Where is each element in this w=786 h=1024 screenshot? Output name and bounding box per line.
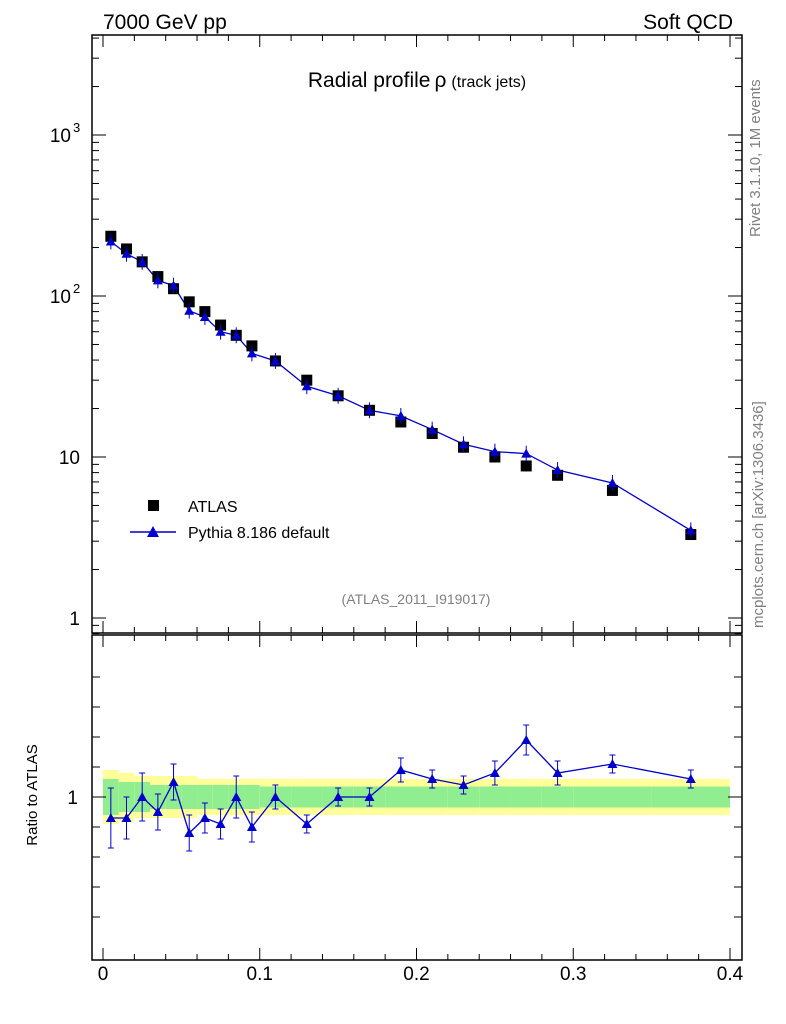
y-tick-exponent: 2 xyxy=(73,281,80,296)
ratio-band-inner xyxy=(244,785,260,809)
ratio-band-inner xyxy=(291,786,323,808)
analysis-tag: (ATLAS_2011_I919017) xyxy=(342,591,491,607)
ratio-band-inner xyxy=(651,786,730,808)
pythia-data-point xyxy=(427,424,438,434)
pythia-data-point xyxy=(168,280,179,290)
atlas-data-point xyxy=(520,460,532,472)
ratio-data-point xyxy=(427,774,438,783)
rivet-version-label: Rivet 3.1.10, 1M events xyxy=(747,79,764,237)
ratio-band-inner xyxy=(181,785,198,809)
ratio-data-point xyxy=(137,792,148,801)
ratio-band-inner xyxy=(510,786,542,808)
ratio-pythia-line xyxy=(110,739,691,835)
ratio-data-point xyxy=(121,813,132,822)
ratio-data-point xyxy=(395,765,406,774)
ratio-band-inner xyxy=(447,786,480,808)
ratio-data-point xyxy=(105,813,116,822)
legend: ATLAS Pythia 8.186 default xyxy=(130,499,330,542)
pythia-data-point xyxy=(607,477,618,487)
legend-atlas-marker xyxy=(148,500,159,511)
y-tick-label: 1 xyxy=(69,609,80,630)
pythia-data-point xyxy=(489,446,500,456)
ratio-band-inner xyxy=(197,785,213,809)
pythia-data-point xyxy=(521,448,532,458)
pythia-data-point xyxy=(685,525,696,535)
y-tick-label: 10 xyxy=(50,287,71,308)
x-tick-label: 0.4 xyxy=(717,964,744,985)
ratio-data-point xyxy=(215,819,226,828)
atlas-data-point xyxy=(183,296,195,308)
pythia-data-point xyxy=(215,326,226,336)
x-tick-label: 0.1 xyxy=(247,964,273,985)
header-category-label: Soft QCD xyxy=(643,11,733,34)
pythia-data-point xyxy=(246,348,257,358)
pythia-data-point xyxy=(333,390,344,400)
main-panel-frame xyxy=(91,34,743,634)
x-tick-label: 0.3 xyxy=(560,964,586,985)
ratio-uncertainty-bands xyxy=(103,770,730,824)
pythia-data-point xyxy=(199,312,210,322)
y-tick-exponent: 3 xyxy=(73,120,80,135)
ratio-band-inner xyxy=(416,786,448,808)
main-data-marks xyxy=(105,230,697,541)
pythia-data-point xyxy=(184,305,195,315)
ratio-data-point xyxy=(270,792,281,801)
ratio-data-point xyxy=(458,780,469,789)
legend-atlas-label: ATLAS xyxy=(188,499,238,516)
mcplots-reference-label: mcplots.cern.ch [arXiv:1306.3436] xyxy=(750,401,767,628)
ratio-data-point xyxy=(521,735,532,744)
pythia-data-point xyxy=(152,275,163,285)
ratio-y-tick-label: 1 xyxy=(67,788,78,809)
ratio-data-point xyxy=(246,822,257,831)
pythia-data-point xyxy=(395,410,406,420)
y-tick-label: 10 xyxy=(59,448,80,469)
pythia-data-point xyxy=(458,439,469,449)
pythia-data-point xyxy=(364,405,375,415)
ratio-data-point xyxy=(489,768,500,777)
x-tick-label: 0 xyxy=(98,964,109,985)
ratio-data-point xyxy=(184,828,195,837)
ratio-data-point xyxy=(552,768,563,777)
ratio-data-marks xyxy=(105,724,696,852)
pythia-data-point xyxy=(105,236,116,246)
pythia-data-point xyxy=(121,248,132,258)
legend-pythia-label: Pythia 8.186 default xyxy=(188,525,330,542)
ratio-band-inner xyxy=(385,786,417,808)
ratio-data-point xyxy=(231,792,242,801)
ratio-band-inner xyxy=(479,786,511,808)
pythia-data-point xyxy=(552,465,563,475)
pythia-data-point xyxy=(231,330,242,340)
ratio-data-point xyxy=(168,777,179,786)
ratio-band-inner xyxy=(212,785,229,809)
pythia-data-point xyxy=(301,381,312,391)
pythia-data-point xyxy=(270,355,281,365)
ratio-data-point xyxy=(301,819,312,828)
ratio-data-point xyxy=(364,792,375,801)
ratio-band-inner xyxy=(541,786,574,808)
pythia-data-point xyxy=(137,256,148,266)
x-tick-label: 0.2 xyxy=(403,964,429,985)
y-tick-label: 10 xyxy=(50,126,71,147)
ratio-data-point xyxy=(607,759,618,768)
legend-pythia-marker xyxy=(147,526,159,537)
ratio-data-point xyxy=(199,813,210,822)
ratio-data-point xyxy=(333,792,344,801)
ratio-y-axis-label: Ratio to ATLAS xyxy=(24,744,41,845)
header-energy-label: 7000 GeV pp xyxy=(103,11,227,34)
ratio-band-inner xyxy=(573,786,652,808)
chart-title: Radial profile ρ (track jets) xyxy=(308,69,526,92)
ratio-data-point xyxy=(685,774,696,783)
pythia-series-line xyxy=(110,240,692,531)
ratio-data-point xyxy=(152,807,163,816)
